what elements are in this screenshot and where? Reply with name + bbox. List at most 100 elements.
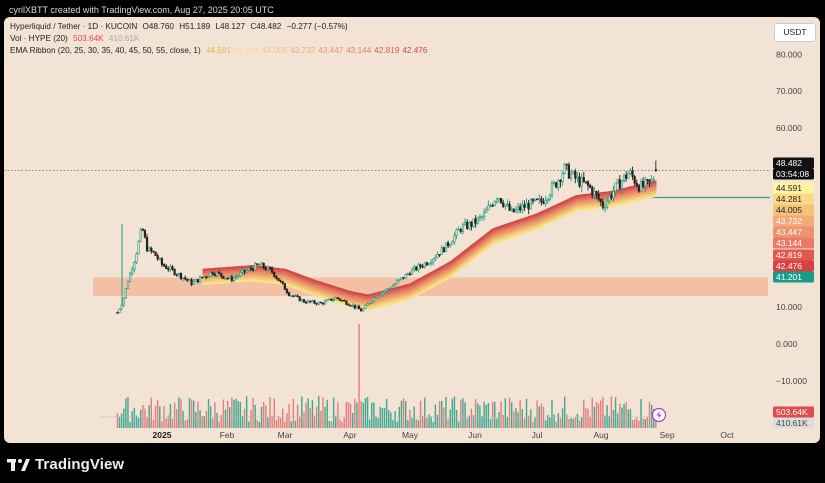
candle — [531, 199, 534, 202]
volume-bar — [517, 412, 519, 428]
chart-panel[interactable]: 80.00070.00060.00050.00010.0000.000−10.0… — [4, 17, 820, 443]
volume-bar — [421, 415, 424, 428]
legend-ema-label[interactable]: EMA Ribbon (20, 25, 30, 35, 40, 45, 50, … — [10, 46, 201, 55]
candle — [309, 300, 312, 303]
candle — [432, 258, 435, 263]
candle — [446, 242, 450, 247]
volume-bar — [544, 420, 547, 428]
volume-bar — [504, 398, 507, 428]
volume-bar — [156, 400, 159, 428]
volume-bar — [438, 401, 441, 428]
candle — [629, 170, 632, 174]
legend-volume-row: Vol · HYPE (20) 503.64K 410.61K — [10, 34, 142, 43]
candle — [171, 266, 174, 270]
candle — [523, 204, 526, 208]
candle — [578, 176, 581, 187]
candle — [572, 170, 575, 174]
volume-bar — [332, 397, 335, 428]
volume-bar — [347, 402, 350, 428]
candle — [196, 279, 200, 283]
candle — [514, 209, 518, 213]
candle — [372, 297, 375, 302]
candle — [504, 204, 507, 207]
candle — [249, 267, 253, 270]
candle — [652, 179, 655, 181]
volume-bar — [311, 400, 314, 428]
volume-bar — [356, 402, 358, 428]
candle — [648, 179, 651, 183]
price-tick-label: 0.000 — [776, 339, 798, 349]
time-tick-label: Mar — [278, 430, 293, 440]
candle — [317, 301, 320, 305]
time-tick-label: Feb — [220, 430, 235, 440]
candle — [154, 251, 157, 256]
volume-bar — [322, 397, 324, 428]
candle — [393, 283, 397, 286]
candle — [230, 276, 233, 282]
candle — [234, 276, 238, 278]
volume-bar — [468, 415, 470, 428]
price-chart[interactable]: 80.00070.00060.00050.00010.0000.000−10.0… — [4, 17, 820, 443]
candle — [186, 278, 189, 281]
footer-brand: TradingView — [7, 456, 124, 473]
candle — [156, 255, 159, 260]
price-axis: 80.00070.00060.00050.00010.0000.000−10.0… — [773, 49, 814, 429]
volume-bar — [566, 414, 568, 428]
candle — [279, 280, 282, 282]
volume-bar — [139, 409, 142, 428]
volume-bar — [409, 409, 411, 428]
candle — [574, 170, 577, 179]
candle — [338, 298, 342, 301]
candle — [463, 221, 467, 226]
candle — [457, 229, 460, 231]
volume-bar — [595, 402, 598, 428]
volume-bar — [229, 407, 231, 428]
volume-bar — [553, 414, 555, 428]
volume-bar — [335, 415, 337, 428]
volume-bar — [239, 402, 242, 428]
candle — [379, 294, 382, 297]
candle — [527, 202, 530, 210]
legend-ema-value: 42.819 — [374, 46, 400, 55]
legend-symbol[interactable]: Hyperliquid / Tether · 1D · KUCOIN — [10, 22, 138, 31]
volume-bar — [451, 398, 454, 428]
ema-line — [202, 186, 657, 303]
alert-icon[interactable] — [651, 407, 667, 423]
candle — [133, 262, 136, 270]
candle — [357, 305, 361, 310]
price-label-bg — [773, 193, 814, 205]
volume-bar — [129, 421, 131, 428]
candle — [264, 267, 267, 271]
candle — [281, 281, 284, 284]
volume-bar — [411, 417, 413, 428]
volume-bar — [604, 415, 606, 428]
candle — [228, 276, 231, 279]
candle — [370, 301, 373, 304]
candle — [618, 179, 621, 190]
candle — [610, 195, 613, 198]
candle — [561, 173, 564, 182]
volume-bar — [203, 416, 205, 428]
volume-label: 410.61K — [776, 418, 808, 428]
currency-button[interactable]: USDT — [774, 23, 816, 42]
candle — [321, 302, 325, 305]
volume-bar — [455, 409, 458, 428]
price-tick-label: 10.000 — [776, 302, 802, 312]
volume-bar — [207, 399, 210, 428]
price-label: 48.482 — [776, 158, 802, 168]
candle — [167, 268, 170, 270]
candle — [614, 182, 617, 192]
volume-bar — [318, 396, 320, 428]
legend-vol-label[interactable]: Vol · HYPE (20) — [10, 34, 68, 43]
volume-bar — [171, 418, 174, 428]
volume-bar — [547, 414, 549, 428]
candle — [232, 277, 236, 282]
candle — [402, 277, 405, 279]
candle — [427, 263, 431, 266]
candle — [124, 288, 127, 299]
candle — [243, 269, 246, 273]
candle — [190, 279, 193, 285]
volume-bar — [498, 412, 500, 428]
legend-ema-row: EMA Ribbon (20, 25, 30, 35, 40, 45, 50, … — [10, 46, 433, 55]
candle — [383, 290, 386, 293]
